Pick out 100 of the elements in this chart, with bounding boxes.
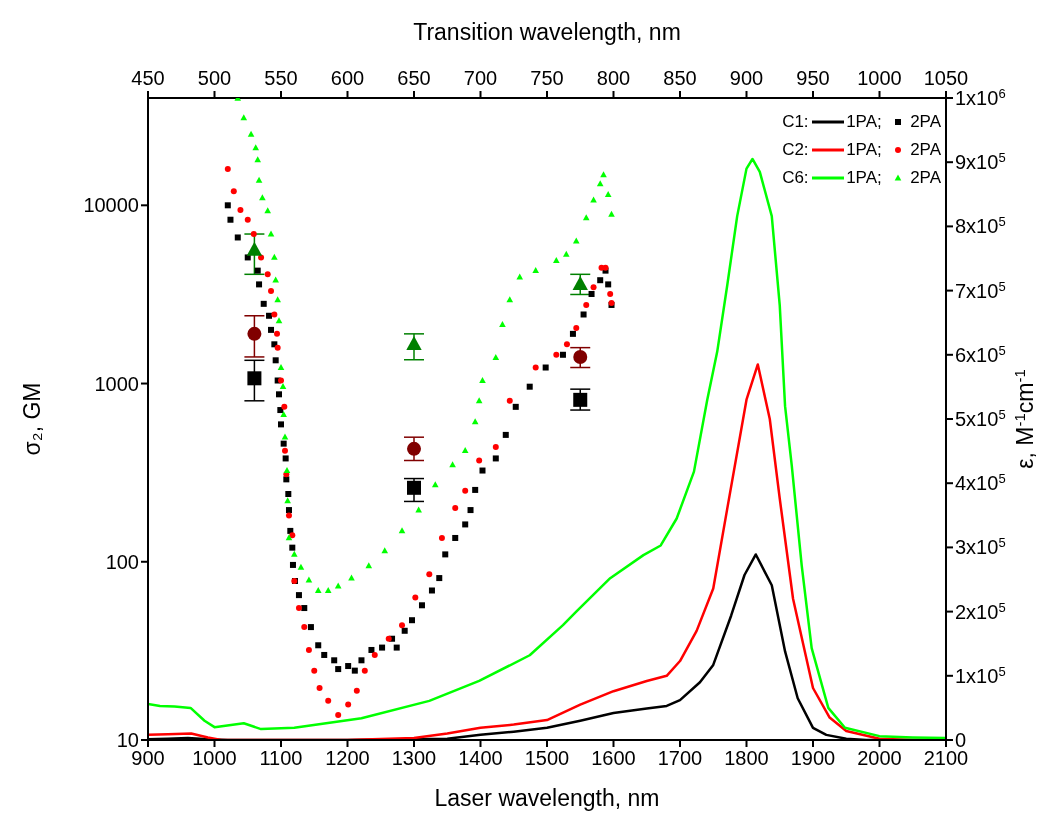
x-tick-label: 1400 bbox=[458, 747, 503, 769]
x2-axis-title: Transition wavelength, nm bbox=[413, 19, 681, 45]
point bbox=[476, 457, 483, 464]
point bbox=[438, 534, 445, 541]
point bbox=[305, 576, 313, 583]
point bbox=[475, 397, 483, 404]
legend-label: 2PA bbox=[909, 167, 941, 189]
point bbox=[289, 532, 296, 539]
point bbox=[272, 276, 279, 283]
point bbox=[252, 144, 260, 151]
point bbox=[250, 231, 257, 238]
x-tick-label: 1000 bbox=[192, 747, 237, 769]
x-tick-label: 1600 bbox=[591, 747, 636, 769]
point bbox=[325, 697, 332, 704]
point bbox=[268, 288, 275, 295]
y2-tick-label: 7x10$^{5}$ bbox=[955, 278, 1006, 302]
point bbox=[278, 377, 284, 384]
point bbox=[281, 403, 288, 410]
x2-tick-label: 500 bbox=[197, 67, 232, 89]
point bbox=[281, 447, 288, 454]
annotation: C1: bbox=[782, 111, 810, 133]
x-tick-label: 1900 bbox=[790, 747, 836, 769]
point bbox=[230, 188, 237, 195]
point bbox=[553, 351, 560, 358]
point bbox=[237, 207, 244, 214]
point bbox=[553, 256, 560, 263]
point bbox=[247, 326, 262, 341]
point bbox=[277, 363, 285, 370]
point bbox=[406, 335, 422, 350]
point bbox=[492, 444, 499, 451]
point bbox=[305, 646, 312, 653]
point bbox=[399, 622, 406, 629]
point bbox=[274, 330, 281, 337]
point bbox=[506, 296, 514, 303]
point bbox=[412, 594, 419, 601]
y2-tick-label: 6x10$^{5}$ bbox=[955, 342, 1006, 366]
point bbox=[353, 687, 360, 694]
point bbox=[407, 480, 421, 495]
y2-tick-label: 1x10$^{5}$ bbox=[955, 663, 1006, 687]
point bbox=[246, 241, 263, 256]
point bbox=[563, 341, 570, 348]
y2-tick-label: 4x10$^{5}$ bbox=[955, 470, 1006, 495]
point bbox=[345, 701, 352, 708]
point bbox=[582, 214, 590, 221]
point bbox=[283, 466, 291, 473]
point bbox=[264, 271, 271, 278]
point bbox=[426, 571, 433, 578]
x-tick-label: 2000 bbox=[857, 747, 902, 769]
point bbox=[398, 527, 406, 534]
x2-tick-label: 750 bbox=[530, 67, 564, 89]
point bbox=[573, 349, 588, 364]
point bbox=[274, 296, 281, 303]
legend-label: 1PA; bbox=[845, 139, 883, 161]
point bbox=[532, 364, 539, 371]
y2-tick-label: 3x10$^{5}$ bbox=[955, 534, 1006, 559]
point bbox=[431, 481, 439, 488]
point bbox=[271, 253, 278, 260]
point bbox=[264, 207, 271, 214]
point bbox=[348, 574, 355, 581]
point bbox=[407, 441, 421, 456]
x-tick-label: 1800 bbox=[724, 747, 769, 769]
y-tick-label: 10000 bbox=[83, 194, 139, 217]
x-axis-title: Laser wavelength, nm bbox=[434, 785, 660, 811]
point bbox=[471, 418, 479, 425]
point bbox=[506, 397, 513, 404]
point bbox=[449, 461, 456, 468]
point bbox=[532, 267, 539, 274]
x2-tick-label: 950 bbox=[796, 67, 830, 89]
point bbox=[365, 562, 373, 569]
point bbox=[281, 433, 289, 440]
x2-tick-label: 800 bbox=[596, 67, 631, 89]
point bbox=[461, 447, 469, 454]
point bbox=[285, 534, 293, 541]
point bbox=[267, 230, 275, 237]
point bbox=[573, 324, 580, 331]
legend-label: 1PA; bbox=[845, 167, 883, 189]
point bbox=[271, 311, 278, 318]
point bbox=[297, 563, 305, 570]
annotation: C6: bbox=[782, 167, 810, 189]
annotation: C2: bbox=[782, 139, 810, 161]
point bbox=[572, 275, 588, 290]
point bbox=[247, 371, 262, 386]
x-tick-label: 1200 bbox=[325, 747, 370, 769]
point bbox=[583, 301, 590, 308]
y2-tick-label: 2x10$^{5}$ bbox=[955, 599, 1006, 623]
point bbox=[284, 497, 291, 504]
y2-tick-label: 5x10$^{5}$ bbox=[955, 406, 1006, 430]
point bbox=[244, 216, 251, 223]
point bbox=[479, 376, 486, 383]
x2-tick-label: 850 bbox=[663, 67, 697, 89]
y-tick-label: 1000 bbox=[94, 372, 139, 395]
x2-tick-label: 600 bbox=[330, 67, 365, 89]
point bbox=[285, 512, 292, 519]
point bbox=[596, 180, 604, 187]
point bbox=[562, 250, 570, 257]
point bbox=[361, 667, 368, 674]
legend-label: 2PA bbox=[909, 139, 941, 161]
point bbox=[255, 176, 263, 183]
point bbox=[462, 487, 469, 494]
point bbox=[324, 586, 332, 593]
